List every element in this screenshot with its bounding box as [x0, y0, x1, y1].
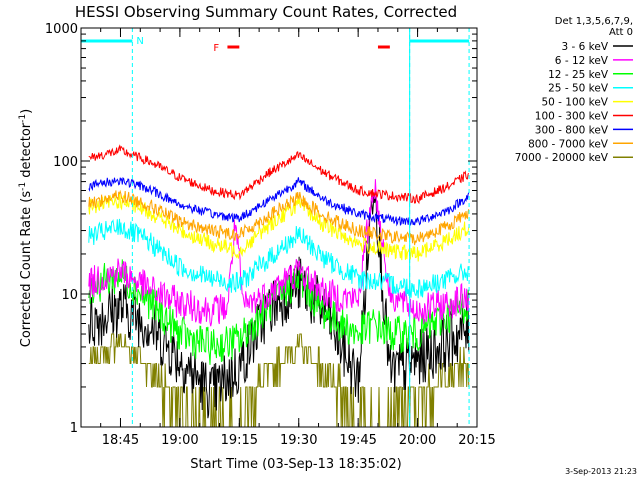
y-tick-label: 10 [61, 288, 78, 303]
y-axis-label-end: ) [19, 109, 34, 114]
legend-label: 300 - 800 keV [535, 124, 609, 136]
series-line-3 [88, 218, 470, 299]
legend-label: 50 - 100 keV [541, 97, 608, 109]
y-axis-label-main: Corrected Count Rate (s [19, 191, 34, 348]
night-marker-label: N [136, 36, 143, 47]
x-tick-label: 19:45 [339, 433, 376, 448]
chart-title: HESSI Observing Summary Count Rates, Cor… [75, 3, 457, 21]
legend-label: 7000 - 20000 keV [515, 152, 609, 164]
legend-label: 3 - 6 keV [561, 41, 608, 53]
x-tick-label: 19:00 [161, 433, 198, 448]
x-tick-label: 19:30 [280, 433, 317, 448]
y-axis-label-sup-2: -1 [18, 114, 28, 123]
series-line-6 [88, 177, 470, 227]
series-line-5 [88, 144, 470, 205]
series-line-4 [88, 193, 470, 262]
legend-label: 800 - 7000 keV [528, 138, 609, 150]
axes: 1 10 100 1000 18:45 19:00 19:15 19:30 19:45 20:00… [45, 22, 496, 448]
legend-label: 6 - 12 keV [555, 55, 609, 67]
x-tick-label: 19:15 [221, 433, 258, 448]
series-layer [88, 144, 470, 428]
y-tick-label: 1 [70, 421, 78, 436]
flare-marker-label: F [213, 43, 219, 54]
y-axis-label-sup-1: -1 [18, 182, 28, 191]
legend-label: 12 - 25 keV [548, 69, 609, 81]
x-axis-label: Start Time (03-Sep-13 18:35:02) [190, 457, 401, 472]
y-axis-label: Corrected Count Rate (s-1 detector-1) [18, 109, 34, 347]
y-tick-label: 1000 [45, 22, 78, 37]
x-tick-label: 18:45 [102, 433, 139, 448]
legend-header-line: Att 0 [609, 27, 633, 38]
legend-label: 25 - 50 keV [548, 83, 609, 95]
timestamp-stamp: 3-Sep-2013 21:23 [565, 467, 637, 476]
series-line-8 [88, 333, 470, 428]
legend: Det 1,3,5,6,7,9,Att 03 - 6 keV 6 - 12 keV… [515, 16, 633, 164]
legend-header-line: Det 1,3,5,6,7,9, [555, 16, 633, 27]
legend-label: 100 - 300 keV [535, 111, 609, 123]
x-tick-label: 20:00 [399, 433, 436, 448]
x-tick-label: 20:15 [458, 433, 495, 448]
y-axis-label-mid: detector [19, 122, 34, 182]
series-line-7 [88, 189, 470, 246]
y-tick-label: 100 [53, 155, 78, 170]
